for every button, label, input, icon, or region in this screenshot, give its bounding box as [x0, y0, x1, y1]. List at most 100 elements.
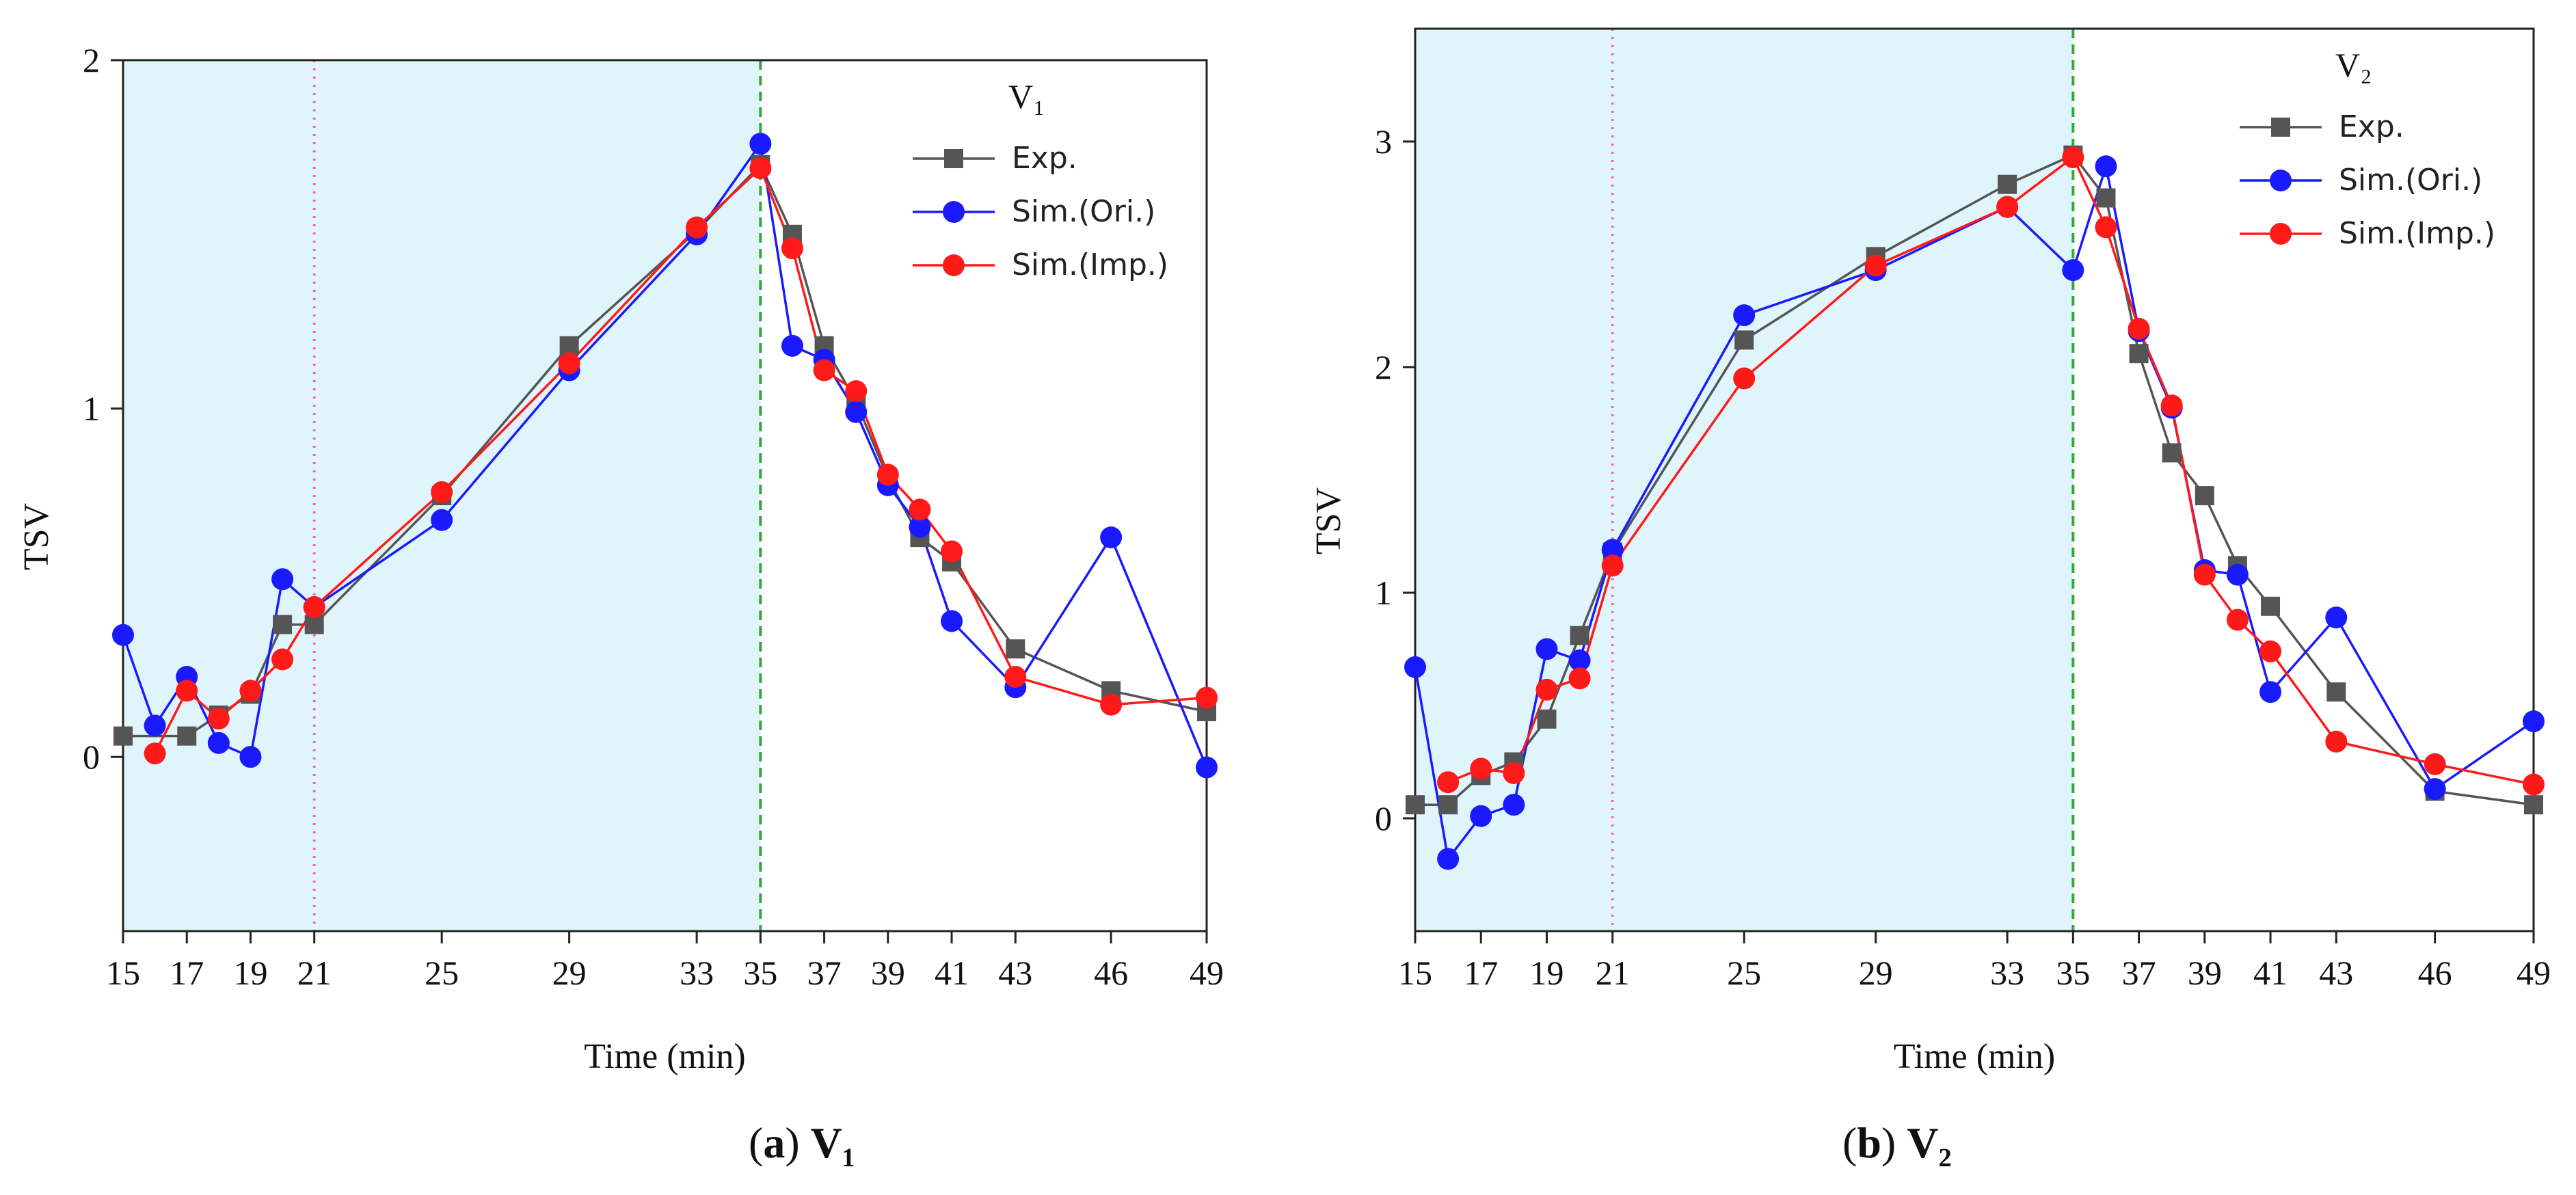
- legend-marker-exp: [2271, 118, 2290, 137]
- data-point-exp: [273, 615, 293, 634]
- x-tick-label: 35: [743, 954, 777, 992]
- data-point-sim_ori: [144, 714, 166, 737]
- caption-b: (b) V₂: [1842, 1118, 1952, 1167]
- legend-label-exp: Exp.: [1012, 141, 1077, 176]
- data-point-sim_imp: [207, 708, 230, 730]
- data-point-sim_ori: [781, 334, 803, 357]
- data-point-sim_ori: [1470, 805, 1492, 827]
- y-tick-label: 1: [83, 390, 100, 428]
- data-point-sim_ori: [845, 401, 868, 423]
- data-point-sim_imp: [2128, 317, 2150, 340]
- data-point-sim_ori: [112, 623, 134, 646]
- y-tick-label: 0: [1375, 799, 1392, 837]
- data-point-sim_imp: [2424, 753, 2446, 775]
- data-point-sim_imp: [1733, 367, 1756, 390]
- legend-title: V₂: [2335, 46, 2372, 84]
- x-tick-label: 33: [1990, 954, 2024, 992]
- data-point-sim_imp: [303, 596, 325, 619]
- y-tick-label: 2: [1375, 348, 1392, 386]
- legend-marker-exp: [944, 149, 963, 168]
- x-tick-label: 15: [1398, 954, 1432, 992]
- data-point-sim_imp: [2160, 394, 2183, 417]
- data-point-sim_ori: [2095, 155, 2117, 178]
- data-point-sim_imp: [909, 498, 931, 521]
- data-point-sim_imp: [1196, 686, 1218, 709]
- x-tick-label: 41: [2253, 954, 2287, 992]
- data-point-sim_ori: [749, 133, 772, 155]
- data-point-exp: [2195, 486, 2214, 506]
- x-tick-label: 25: [425, 954, 459, 992]
- data-point-sim_ori: [2523, 710, 2545, 733]
- data-point-sim_ori: [1733, 304, 1756, 327]
- data-point-sim_imp: [2095, 216, 2117, 239]
- data-point-sim_ori: [2325, 606, 2348, 629]
- data-point-exp: [1537, 709, 1557, 729]
- data-point-exp: [177, 726, 197, 746]
- x-tick-label: 19: [233, 954, 267, 992]
- y-tick-label: 1: [1375, 574, 1392, 612]
- x-tick-label: 39: [871, 954, 905, 992]
- data-point-sim_imp: [2062, 146, 2084, 169]
- legend-label-sim_imp: Sim.(Imp.): [2339, 216, 2495, 251]
- data-point-sim_imp: [781, 237, 803, 260]
- x-tick-label: 33: [680, 954, 714, 992]
- x-tick-label: 49: [2517, 954, 2551, 992]
- data-point-exp: [1406, 795, 1425, 815]
- x-tick-label: 15: [106, 954, 140, 992]
- data-point-sim_ori: [1535, 638, 1558, 660]
- legend-marker-sim_imp: [2270, 223, 2292, 245]
- data-point-sim_imp: [431, 481, 453, 503]
- data-point-sim_ori: [1437, 848, 1460, 870]
- data-point-exp: [2326, 682, 2346, 702]
- y-axis-title: TSV: [17, 503, 56, 570]
- data-point-sim_ori: [431, 509, 453, 531]
- chart-panel-1: 15 17 19 21 25 29 33 35 37 39 41 43 46 49 0 1 2 Time (min…: [17, 41, 1224, 1076]
- legend-marker-sim_ori: [943, 201, 965, 223]
- data-point-sim_imp: [749, 157, 772, 179]
- x-axis-title: Time (min): [1894, 1037, 2055, 1076]
- legend-label-exp: Exp.: [2339, 109, 2404, 144]
- legend-marker-sim_ori: [2270, 170, 2292, 191]
- data-point-sim_ori: [2226, 563, 2249, 586]
- data-point-exp: [2096, 188, 2116, 208]
- data-point-sim_ori: [239, 746, 262, 768]
- y-tick-label: 0: [83, 738, 100, 776]
- data-point-sim_ori: [2424, 778, 2446, 801]
- legend-title: V₁: [1008, 77, 1045, 116]
- x-tick-label: 19: [1529, 954, 1564, 992]
- data-point-exp: [1998, 174, 2017, 194]
- x-tick-label: 17: [170, 954, 204, 992]
- data-point-exp: [2162, 443, 2182, 463]
- x-tick-label: 21: [297, 954, 332, 992]
- data-point-sim_imp: [1004, 665, 1027, 688]
- data-point-sim_imp: [813, 359, 835, 381]
- x-tick-label: 46: [2418, 954, 2452, 992]
- x-tick-label: 35: [2056, 954, 2090, 992]
- data-point-sim_ori: [2259, 681, 2282, 703]
- data-point-exp: [1570, 626, 1589, 645]
- data-point-exp: [113, 726, 133, 746]
- data-point-sim_ori: [1100, 526, 1123, 549]
- data-point-sim_imp: [1568, 667, 1591, 690]
- data-point-exp: [1734, 330, 1754, 350]
- data-point-sim_ori: [909, 515, 931, 538]
- data-point-sim_imp: [1503, 762, 1525, 784]
- x-tick-label: 37: [2122, 954, 2156, 992]
- data-point-sim_imp: [271, 648, 294, 671]
- data-point-exp: [1006, 639, 1025, 659]
- data-point-sim_imp: [2259, 640, 2282, 662]
- data-point-sim_imp: [1601, 554, 1624, 577]
- data-point-sim_imp: [1864, 254, 1887, 277]
- legend-label-sim_imp: Sim.(Imp.): [1012, 247, 1168, 282]
- data-point-sim_ori: [1196, 756, 1218, 779]
- data-point-sim_ori: [2062, 259, 2084, 282]
- data-point-sim_ori: [271, 568, 294, 591]
- data-point-sim_ori: [1503, 794, 1525, 816]
- data-point-sim_imp: [176, 680, 198, 702]
- data-point-exp: [2129, 344, 2149, 364]
- data-point-sim_imp: [239, 680, 262, 702]
- data-point-sim_imp: [1996, 196, 2019, 218]
- x-axis-title: Time (min): [584, 1037, 745, 1076]
- data-point-sim_ori: [1568, 649, 1591, 671]
- data-point-sim_imp: [2193, 563, 2216, 586]
